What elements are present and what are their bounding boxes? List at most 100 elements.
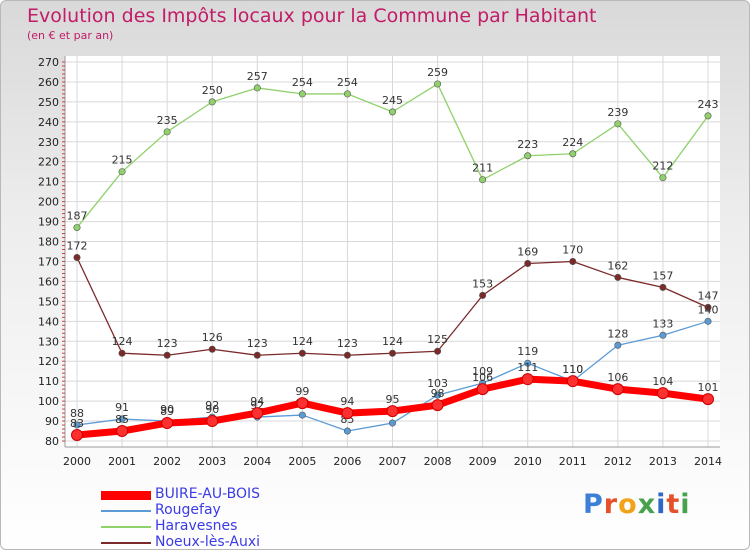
logo-letter: P — [583, 489, 604, 520]
y-tick-label: 180 — [38, 236, 59, 249]
data-point — [118, 415, 126, 423]
data-point — [434, 391, 442, 399]
data-label: 123 — [247, 337, 268, 350]
data-label: 109 — [472, 365, 493, 378]
data-label: 123 — [337, 337, 358, 350]
x-tick-label: 2014 — [694, 455, 722, 468]
data-label: 239 — [607, 106, 628, 119]
x-tick-label: 2000 — [63, 455, 91, 468]
logo-letter: i — [656, 489, 667, 520]
data-label: 123 — [157, 337, 178, 350]
legend-label: Rougefay — [155, 502, 221, 518]
legend-label: Noeux-lès-Auxi — [155, 534, 261, 550]
data-point — [659, 331, 667, 339]
data-label: 126 — [202, 331, 223, 344]
data-point — [388, 349, 396, 357]
data-point — [73, 253, 81, 261]
data-point — [388, 419, 396, 427]
y-tick-label: 80 — [45, 435, 59, 448]
data-point — [253, 84, 261, 92]
data-point — [656, 387, 669, 400]
x-tick-label: 2012 — [604, 455, 632, 468]
data-point — [434, 80, 442, 88]
proxiti-logo: Proxiti — [583, 489, 691, 520]
legend-label: Haravesnes — [155, 518, 238, 534]
data-point — [524, 359, 532, 367]
data-label: 212 — [652, 160, 673, 173]
data-label: 243 — [698, 98, 719, 111]
logo-letter: o — [618, 489, 638, 520]
data-point — [431, 399, 444, 412]
data-label: 223 — [517, 138, 538, 151]
data-point — [163, 351, 171, 359]
legend-swatch — [101, 542, 151, 544]
data-point — [163, 128, 171, 136]
legend-swatch — [101, 490, 151, 500]
y-tick-label: 200 — [38, 196, 59, 209]
data-label: 245 — [382, 94, 403, 107]
data-label: 88 — [70, 407, 84, 420]
data-label: 133 — [652, 317, 673, 330]
data-label: 92 — [205, 399, 219, 412]
data-point — [524, 259, 532, 267]
x-tick-label: 2005 — [288, 455, 316, 468]
data-point — [298, 411, 306, 419]
y-tick-label: 130 — [38, 335, 59, 348]
data-label: 254 — [337, 76, 358, 89]
data-point — [116, 425, 129, 438]
data-point — [524, 152, 532, 160]
data-point — [296, 397, 309, 410]
data-label: 90 — [160, 403, 174, 416]
data-point — [343, 90, 351, 98]
data-label: 110 — [562, 363, 583, 376]
y-tick-label: 90 — [45, 415, 59, 428]
data-label: 259 — [427, 66, 448, 79]
data-point — [386, 405, 399, 418]
data-label: 83 — [70, 417, 84, 430]
data-point — [614, 120, 622, 128]
data-label: 106 — [472, 371, 493, 384]
data-label: 211 — [472, 162, 493, 175]
data-point — [614, 273, 622, 281]
data-point — [521, 373, 534, 386]
data-label: 99 — [295, 385, 309, 398]
chart-title: Evolution des Impôts locaux pour la Comm… — [27, 5, 597, 27]
data-label: 124 — [292, 335, 313, 348]
data-point — [298, 90, 306, 98]
data-point — [343, 351, 351, 359]
data-label: 94 — [250, 395, 264, 408]
data-label: 157 — [652, 269, 673, 282]
x-tick-label: 2010 — [514, 455, 542, 468]
legend-swatch — [101, 510, 151, 512]
data-label: 94 — [340, 395, 354, 408]
data-label: 254 — [292, 76, 313, 89]
legend-label: BUIRE-AU-BOIS — [155, 486, 261, 502]
y-tick-label: 230 — [38, 136, 59, 149]
data-label: 111 — [517, 361, 538, 374]
y-tick-label: 210 — [38, 176, 59, 189]
data-point — [702, 393, 714, 406]
data-point — [71, 429, 83, 442]
data-point — [73, 224, 81, 232]
logo-letter: t — [666, 489, 681, 520]
data-point — [118, 168, 126, 176]
data-label: 124 — [112, 335, 133, 348]
data-label: 170 — [562, 243, 583, 256]
y-tick-label: 150 — [38, 295, 59, 308]
data-label: 106 — [607, 371, 628, 384]
data-point — [659, 283, 667, 291]
y-tick-label: 250 — [38, 96, 59, 109]
data-label: 187 — [67, 210, 88, 223]
y-tick-label: 120 — [38, 355, 59, 368]
data-label: 257 — [247, 70, 268, 83]
legend-swatch — [101, 526, 151, 528]
data-point — [566, 375, 579, 388]
data-point — [569, 257, 577, 265]
y-tick-label: 220 — [38, 156, 59, 169]
y-tick-label: 160 — [38, 275, 59, 288]
x-tick-label: 2002 — [153, 455, 181, 468]
data-point — [479, 291, 487, 299]
data-label: 98 — [431, 387, 445, 400]
x-tick-label: 2003 — [198, 455, 226, 468]
